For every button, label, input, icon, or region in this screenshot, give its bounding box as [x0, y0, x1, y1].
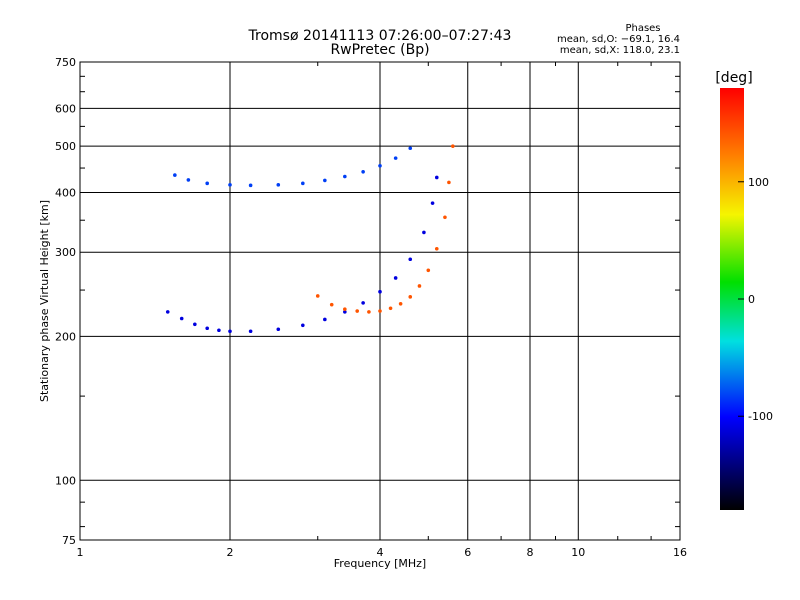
x-tick-label: 2 — [227, 546, 234, 559]
data-point — [378, 289, 382, 294]
data-point — [179, 316, 184, 321]
data-point — [447, 180, 451, 185]
y-tick-label: 200 — [55, 330, 76, 343]
data-point — [248, 329, 253, 334]
x-tick-label: 6 — [464, 546, 471, 559]
data-point — [443, 215, 447, 220]
data-point — [301, 323, 305, 328]
x-tick-label: 16 — [673, 546, 687, 559]
data-point — [205, 326, 209, 331]
y-tick-label: 500 — [55, 140, 76, 153]
x-tick-label: 4 — [377, 546, 384, 559]
data-point — [173, 173, 177, 177]
data-points — [165, 144, 455, 334]
data-point — [193, 322, 197, 327]
y-tick-label: 75 — [62, 534, 76, 547]
x-axis-ticks: 1 2 4 6 8 10 16 — [77, 62, 687, 559]
data-point — [378, 309, 382, 313]
data-point — [393, 276, 398, 280]
data-point — [276, 327, 281, 332]
y-tick-label: 750 — [55, 56, 76, 69]
y-tick-label: 300 — [55, 246, 76, 259]
data-point — [422, 230, 426, 235]
data-point — [388, 306, 393, 311]
data-point — [343, 310, 347, 314]
data-point — [417, 284, 422, 288]
data-point — [393, 156, 398, 160]
data-point — [367, 310, 371, 314]
phase-info-heading: Phases — [625, 23, 660, 34]
colorbar-tick-label: 100 — [748, 176, 769, 189]
plot-area: 1 2 4 6 8 10 16 75 100 200 300 400 500 600 750 — [55, 56, 687, 559]
y-tick-label: 100 — [55, 474, 76, 487]
data-point — [378, 163, 382, 168]
colorbar-tick-label: -100 — [748, 410, 773, 423]
y-tick-label: 400 — [55, 186, 76, 199]
data-point — [451, 144, 455, 148]
chart-title: Tromsø 20141113 07:26:00–07:27:43 — [248, 28, 512, 44]
data-point — [361, 169, 365, 174]
data-point — [217, 328, 221, 333]
data-point — [434, 246, 439, 251]
colorbar-label: [deg] — [715, 70, 752, 86]
chart-subtitle: RwPretec (Bp) — [330, 42, 429, 58]
data-point — [408, 257, 413, 262]
x-tick-label: 8 — [527, 546, 534, 559]
data-point — [329, 302, 334, 307]
data-point — [165, 310, 170, 314]
data-point — [343, 307, 347, 311]
data-point — [408, 295, 413, 299]
y-axis-label: Stationary phase Virtual Height [km] — [38, 200, 51, 402]
phase-info-line-o: mean, sd,O: −69.1, 16.4 — [557, 34, 680, 45]
data-point — [323, 317, 327, 322]
data-point — [315, 294, 320, 298]
y-axis-ticks: 75 100 200 300 400 500 600 750 — [55, 56, 680, 547]
x-axis-label: Frequency [MHz] — [334, 557, 426, 570]
data-point — [323, 178, 327, 183]
x-tick-label: 1 — [77, 546, 84, 559]
phase-info-line-x: mean, sd,X: 118.0, 23.1 — [560, 45, 680, 56]
grid-lines — [80, 62, 680, 540]
data-point — [186, 178, 191, 182]
data-point — [248, 183, 253, 188]
colorbar-tick-label: 0 — [748, 293, 755, 306]
data-point — [408, 146, 413, 151]
data-point — [343, 174, 347, 179]
data-point — [228, 329, 232, 334]
data-point — [276, 183, 281, 187]
colorbar-ticks: 100 0 -100 — [738, 176, 773, 423]
data-point — [434, 175, 439, 180]
data-point — [398, 301, 403, 306]
data-point — [361, 301, 365, 305]
data-point — [355, 309, 359, 313]
y-tick-label: 600 — [55, 102, 76, 115]
x-tick-label: 10 — [571, 546, 585, 559]
data-point — [430, 201, 435, 205]
data-point — [426, 268, 431, 273]
data-point — [228, 183, 232, 187]
data-point — [205, 181, 209, 186]
data-point — [301, 181, 305, 186]
